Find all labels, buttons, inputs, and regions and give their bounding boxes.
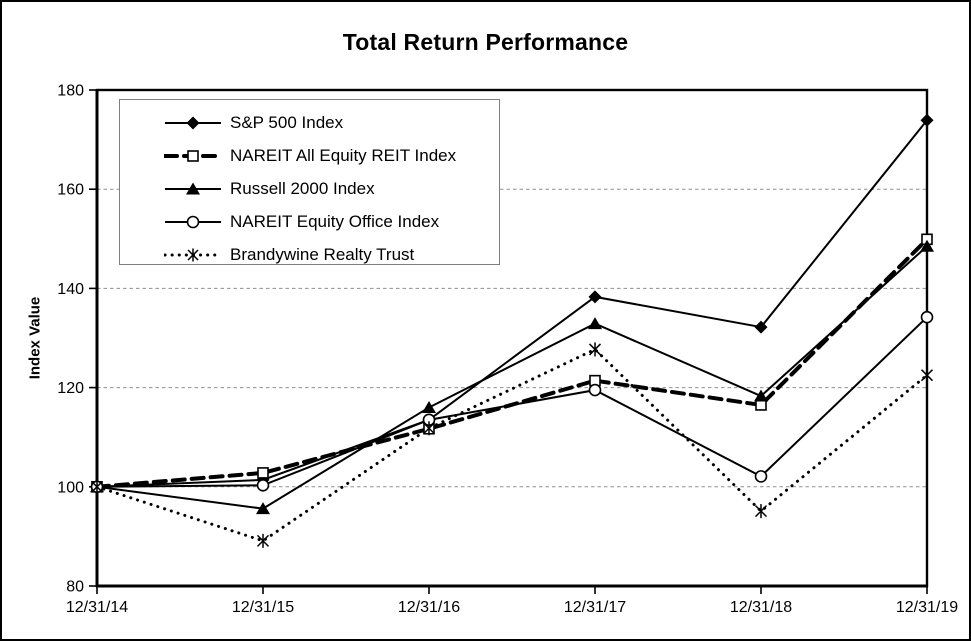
series-line-russell-2000-index: [96, 245, 928, 510]
marker-s-p-500-index-12-31-18: [754, 320, 768, 334]
y-tick-label-100: 100: [57, 479, 84, 496]
marker-russell-2000-index-12-31-18: [754, 389, 768, 402]
legend-marker-nareit-all-equity-reit-index: [187, 149, 199, 162]
legend-sample-brandywine-realty-trust: [164, 248, 222, 261]
marker-russell-2000-index-12-31-19: [920, 239, 934, 252]
x-tick-label-12-31-14: 12/31/14: [66, 599, 128, 616]
legend-label-brandywine-realty-trust: Brandywine Realty Trust: [230, 244, 415, 264]
y-tick-label-120: 120: [57, 380, 84, 397]
legend-sample-nareit-equity-office-index: [165, 215, 221, 228]
y-tick-label-180: 180: [57, 83, 84, 100]
marker-s-p-500-index-12-31-19: [920, 113, 934, 127]
legend-label-nareit-all-equity-reit-index: NAREIT All Equity REIT Index: [230, 145, 457, 165]
series-line-brandywine-realty-trust: [95, 347, 929, 543]
chart-title: Total Return Performance: [342, 29, 629, 55]
x-tick-label-12-31-16: 12/31/16: [398, 599, 460, 616]
legend-box: S&P 500 Index NAREIT All Equity REIT Inde…: [119, 99, 500, 265]
y-tick-label-80: 80: [66, 579, 84, 596]
legend-item-nareit-all-equity-reit-index: NAREIT All Equity REIT Index: [164, 139, 499, 172]
marker-s-p-500-index-12-31-17: [588, 290, 602, 304]
x-tick-label-12-31-15: 12/31/15: [232, 599, 294, 616]
legend-item-s-p-500-index: S&P 500 Index: [164, 106, 499, 139]
legend-label-russell-2000-index: Russell 2000 Index: [230, 178, 375, 198]
marker-nareit-all-equity-reit-index-12-31-15: [257, 467, 269, 479]
marker-russell-2000-index-12-31-17: [588, 317, 602, 330]
legend-marker-s-p-500-index: [186, 116, 200, 129]
legend-sample-s-p-500-index: [165, 116, 221, 129]
legend-item-brandywine-realty-trust: Brandywine Realty Trust: [164, 238, 499, 271]
marker-nareit-equity-office-index-12-31-15: [256, 479, 270, 492]
series-line-s-p-500-index: [96, 119, 928, 488]
legend-marker-nareit-equity-office-index: [186, 215, 200, 228]
legend-item-russell-2000-index: Russell 2000 Index: [164, 172, 499, 205]
marker-russell-2000-index-12-31-16: [422, 400, 436, 413]
legend-label-s-p-500-index: S&P 500 Index: [230, 112, 344, 132]
y-tick-label-140: 140: [57, 281, 84, 298]
marker-nareit-equity-office-index-12-31-19: [920, 310, 934, 324]
x-tick-label-12-31-17: 12/31/17: [564, 599, 626, 616]
marker-nareit-equity-office-index-12-31-17: [588, 383, 602, 397]
legend-sample-russell-2000-index: [165, 182, 221, 194]
y-tick-label-160: 160: [57, 182, 84, 199]
series-line-nareit-equity-office-index: [96, 316, 928, 488]
marker-russell-2000-index-12-31-15: [256, 502, 270, 515]
x-tick-label-12-31-18: 12/31/18: [730, 599, 792, 616]
x-tick-label-12-31-19: 12/31/19: [896, 599, 958, 616]
legend-label-nareit-equity-office-index: NAREIT Equity Office Index: [230, 211, 440, 231]
legend-item-nareit-equity-office-index: NAREIT Equity Office Index: [164, 205, 499, 238]
legend-marker-russell-2000-index: [186, 182, 200, 194]
legend-sample-nareit-all-equity-reit-index: [164, 149, 222, 162]
marker-nareit-equity-office-index-12-31-18: [754, 470, 768, 483]
